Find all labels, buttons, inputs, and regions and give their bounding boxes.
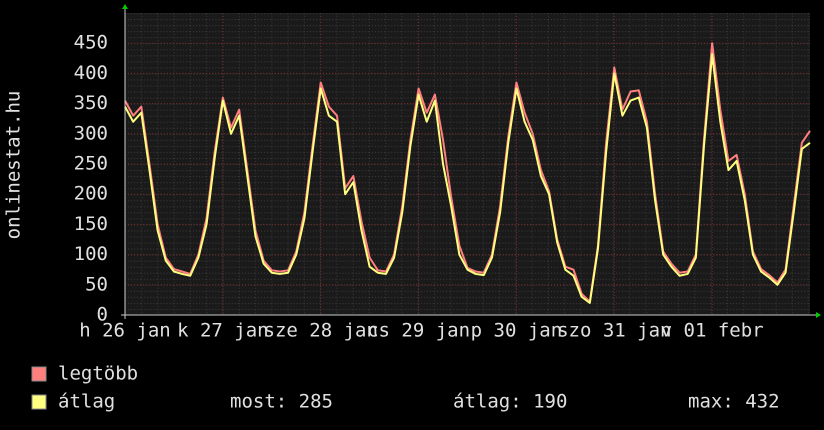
x-tick-label: k 27 jan	[177, 320, 269, 342]
y-tick-label: 300	[74, 122, 108, 144]
y-tick-label: 400	[74, 62, 108, 84]
x-tick-label: h 26 jan	[79, 320, 171, 342]
x-tick-label: v 01 febr	[661, 320, 764, 342]
x-tick-label: szo 31 jan	[557, 320, 671, 342]
y-tick-label: 200	[74, 183, 108, 205]
legend: legtöbb átlag most: 285 átlag: 190 max: 432	[31, 363, 780, 413]
y-tick-label: 450	[74, 32, 108, 54]
axis-arrow	[122, 4, 128, 9]
x-tick-label: p 30 jan	[471, 320, 563, 342]
y-tick-label: 100	[74, 243, 108, 265]
y-tick-label: 250	[74, 153, 108, 175]
x-tick-label: cs 29 jan	[367, 320, 470, 342]
series-line	[124, 53, 811, 304]
axis-arrow	[816, 312, 821, 318]
legend-swatch	[31, 394, 47, 410]
x-tick-label: sze 28 jan	[264, 320, 378, 342]
y-tick-label: 0	[97, 304, 108, 326]
y-tick-label: 50	[85, 273, 108, 295]
y-tick-label: 350	[74, 92, 108, 114]
y-axis-label: onlinestat.hu	[3, 91, 25, 240]
legend-swatch	[31, 366, 47, 382]
legend-label: átlag	[58, 391, 115, 413]
stat-text: átlag: 190	[453, 391, 567, 413]
y-tick-label: 150	[74, 213, 108, 235]
legend-label: legtöbb	[58, 363, 138, 385]
stat-text: max: 432	[688, 391, 780, 413]
stat-text: most: 285	[230, 391, 333, 413]
